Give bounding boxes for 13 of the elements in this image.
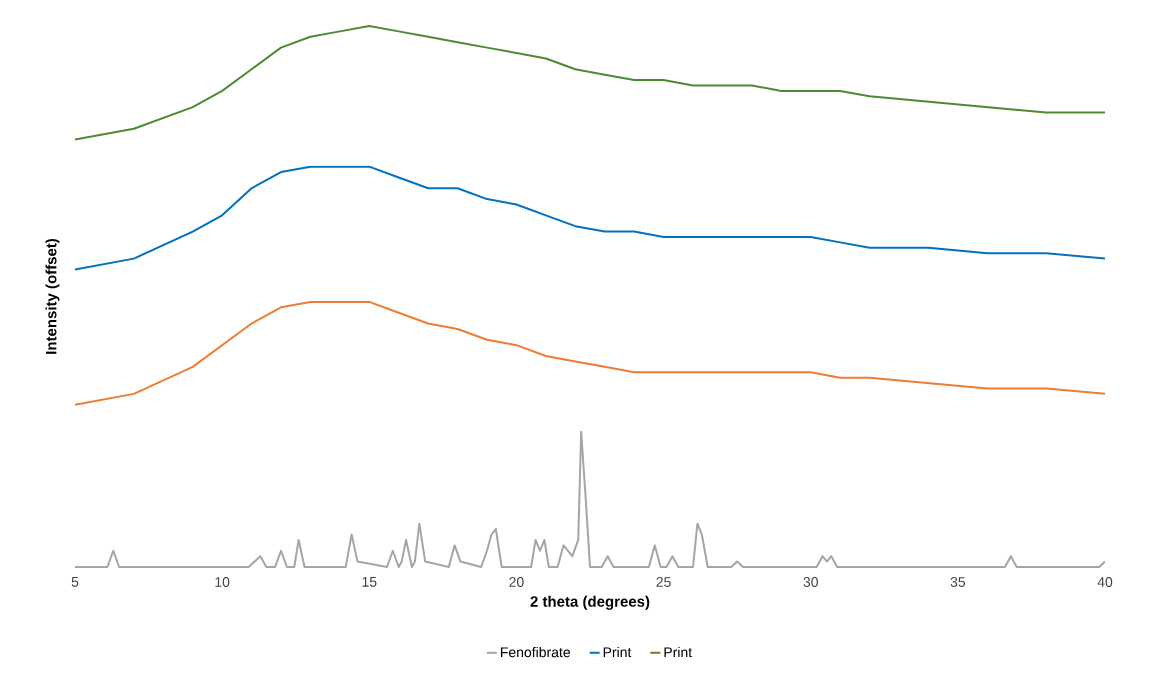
x-tick-label: 5 (71, 577, 79, 587)
legend-label: Print (603, 646, 632, 658)
x-tick-label: 25 (656, 577, 671, 587)
legend-label: Fenofibrate (500, 646, 571, 658)
x-tick-label: 35 (950, 577, 966, 587)
y-axis-title: Intensity (offset) (45, 238, 60, 354)
x-tick-label: 10 (215, 577, 230, 587)
x-axis-title: 2 theta (degrees) (530, 595, 650, 610)
x-tick-label: 20 (509, 577, 524, 587)
x-tick-label: 15 (362, 577, 377, 587)
x-tick-label: 30 (803, 577, 818, 587)
legend-label: Print (664, 646, 693, 658)
x-tick-label: 40 (1097, 577, 1113, 587)
